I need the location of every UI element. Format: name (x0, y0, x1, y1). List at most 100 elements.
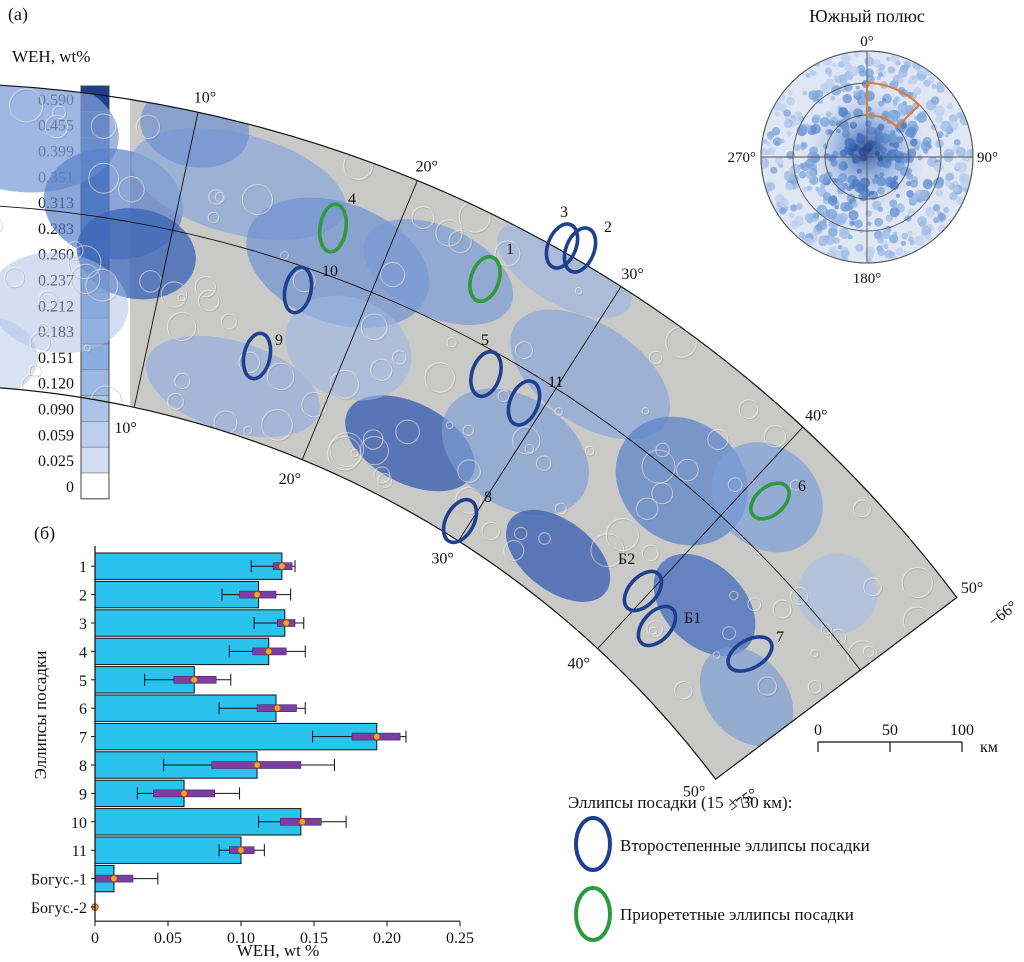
x-tick-label: 0.05 (154, 930, 182, 947)
landing-ellipse-label: 9 (275, 332, 283, 349)
polar-label-90: 90° (977, 150, 998, 166)
x-tick-label: 0 (91, 930, 99, 947)
scale-tick-0: 0 (814, 722, 822, 739)
lon-label-bottom: 50° (683, 783, 705, 800)
category-label: Богус.-2 (31, 900, 87, 917)
mean-marker (180, 789, 188, 798)
scale-tick-50: 50 (882, 722, 898, 739)
category-label: 2 (79, 588, 87, 605)
lon-label-top: 50° (961, 580, 983, 597)
legend: Эллипсы посадки (15 × 30 км): Второстепе… (568, 793, 870, 942)
landing-ellipse (241, 331, 273, 381)
lon-label-top: 10° (194, 89, 216, 106)
polar-title: Южный полюс (809, 6, 925, 26)
x-tick-label: 0.20 (373, 930, 401, 947)
mean-marker (273, 704, 282, 712)
colorbar-tick-label: 0.025 (38, 453, 74, 470)
x-tick-label: 0.25 (446, 930, 474, 947)
lon-label-bottom: 40° (567, 656, 589, 673)
landing-ellipse (562, 226, 598, 274)
mean-marker (110, 874, 118, 883)
panel-b-label: (б) (34, 523, 55, 544)
landing-ellipse-label: Б1 (684, 610, 701, 627)
map-outline (0, 84, 958, 781)
colorbar-swatch (80, 472, 110, 500)
lon-label-top: 30° (621, 266, 643, 283)
landing-ellipse (749, 481, 791, 521)
colorbar-tick-label: 0.059 (38, 427, 74, 444)
bar (94, 836, 242, 864)
legend-title: Эллипсы посадки (15 × 30 км): (568, 793, 792, 812)
category-label: 4 (79, 644, 87, 661)
mean-marker (278, 562, 286, 570)
landing-ellipse-label: 8 (484, 489, 492, 506)
mean-marker (253, 590, 261, 599)
chart-ylabel: Эллипсы посадки (31, 651, 50, 780)
colorbar-tick-label: 0.090 (38, 402, 74, 419)
category-label: 9 (79, 786, 87, 803)
legend-priority-ellipse (574, 886, 612, 942)
legend-priority-label: Приорететные эллипсы посадки (620, 905, 854, 924)
landing-ellipse-label: 2 (604, 219, 612, 236)
category-label: 6 (79, 701, 87, 718)
landing-ellipse (282, 265, 314, 315)
landing-ellipse-label: Б2 (618, 551, 635, 568)
landing-ellipse (468, 254, 502, 304)
landing-ellipse (317, 202, 349, 254)
legend-secondary-ellipse (574, 816, 612, 872)
mean-marker (190, 676, 198, 684)
mean-marker (265, 647, 273, 656)
mean-marker (282, 619, 290, 627)
landing-ellipse-label: 4 (348, 191, 356, 208)
landing-ellipse-label: 10 (322, 263, 338, 280)
landing-ellipse-label: 11 (548, 374, 563, 391)
lon-label-bottom: 10° (114, 420, 136, 437)
x-tick-label: 0.10 (227, 930, 255, 947)
category-label: 3 (79, 616, 87, 633)
polar-label-270: 270° (728, 150, 757, 166)
category-label: 8 (79, 758, 87, 775)
landing-ellipse (622, 569, 664, 613)
mean-marker (237, 846, 245, 854)
landing-ellipse (469, 349, 503, 399)
lat-label: −66° (985, 598, 1020, 630)
landing-ellipse (441, 497, 479, 545)
colorbar-swatch (80, 421, 110, 448)
lon-label-top: 20° (415, 159, 437, 176)
polar-label-180: 180° (853, 271, 882, 287)
category-label: 1 (79, 559, 87, 576)
landing-ellipse-label: 7 (776, 629, 784, 646)
landing-ellipse (726, 635, 774, 673)
colorbar-tick-label: 0.151 (38, 350, 74, 367)
polar-label-0: 0° (860, 34, 874, 50)
mean-marker (373, 732, 381, 741)
lon-label-bottom: 20° (279, 471, 301, 488)
category-label: 5 (79, 673, 87, 690)
colorbar-tick-label: 0.120 (38, 376, 74, 393)
mean-marker (253, 761, 261, 769)
lon-label-bottom: 30° (431, 551, 453, 568)
landing-ellipse (506, 379, 542, 427)
scale-unit: км (980, 739, 998, 756)
panel-a-label: (а) (8, 4, 28, 25)
x-tick-label: 0.15 (300, 930, 328, 947)
landing-ellipse (636, 604, 678, 648)
landing-ellipse (544, 222, 580, 270)
category-label: 11 (72, 843, 87, 860)
legend-secondary-label: Второстепенные эллипсы посадки (620, 836, 870, 855)
map-panel: 0°10°20°30°40°50°0°10°20°30°40°50°−66°−7… (0, 83, 1021, 818)
landing-ellipse-label: 6 (798, 478, 806, 495)
polar-inset: Южный полюс 0° 90° 180° 270° (728, 6, 999, 287)
bar (94, 637, 270, 666)
colorbar-title: WEH, wt% (12, 47, 90, 66)
category-label: 10 (71, 815, 87, 832)
landing-ellipse-label: 3 (560, 204, 568, 221)
landing-ellipse-label: 5 (481, 332, 489, 349)
category-label: 7 (79, 730, 87, 747)
colorbar-swatch (80, 446, 110, 474)
mean-marker (298, 818, 307, 826)
scale-bar: 0 50 100 км (814, 722, 998, 756)
category-label: Богус.-1 (31, 872, 87, 889)
colorbar-tick-label: 0 (66, 479, 74, 496)
